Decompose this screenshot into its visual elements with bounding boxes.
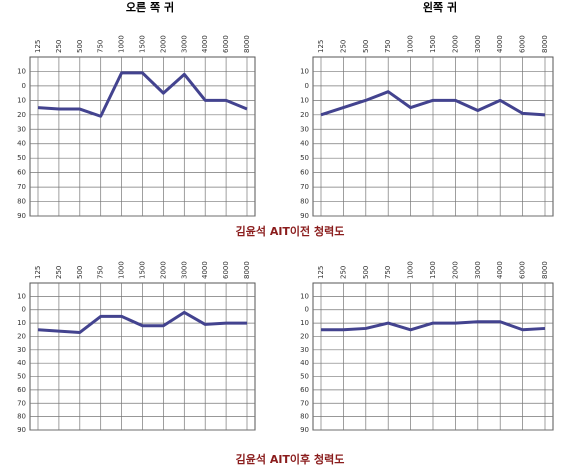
y-tick-label: 70: [300, 183, 309, 191]
x-tick-label: 250: [339, 40, 347, 53]
y-tick-label: 90: [300, 212, 309, 220]
y-tick-label: 60: [17, 386, 26, 394]
x-tick-label: 8000: [541, 261, 549, 279]
y-tick-label: 50: [300, 373, 309, 381]
y-tick-label: 20: [300, 332, 309, 340]
y-tick-label: 90: [300, 426, 309, 434]
x-tick-label: 750: [97, 266, 105, 279]
y-tick-label: 10: [17, 319, 26, 327]
x-tick-label: 4000: [496, 35, 504, 53]
x-tick-label: 3000: [474, 35, 482, 53]
y-tick-label: 80: [300, 198, 309, 206]
x-tick-label: 125: [317, 40, 325, 53]
y-tick-label: 70: [300, 399, 309, 407]
y-tick-label: 40: [300, 359, 309, 367]
hearing-line: [37, 310, 247, 334]
y-tick-label: 10: [17, 96, 26, 104]
y-tick-label: 10: [300, 319, 309, 327]
y-tick-label: 90: [17, 212, 26, 220]
x-tick-label: 125: [34, 40, 42, 53]
y-tick-label: 50: [17, 373, 26, 381]
y-tick-label: 40: [17, 359, 26, 367]
y-tick-label: 0: [305, 82, 309, 90]
y-tick-label: 10: [17, 292, 26, 300]
y-tick-label: 80: [17, 198, 26, 206]
y-tick-label: 80: [17, 413, 26, 421]
x-tick-label: 750: [97, 40, 105, 53]
x-tick-label: 2000: [451, 35, 459, 53]
x-tick-label: 1000: [407, 35, 415, 53]
x-tick-label: 2000: [159, 35, 167, 53]
y-tick-label: 20: [17, 111, 26, 119]
x-tick-label: 4000: [201, 35, 209, 53]
y-tick-label: 50: [300, 154, 309, 162]
x-tick-label: 125: [317, 266, 325, 279]
x-tick-label: 750: [384, 40, 392, 53]
x-tick-label: 250: [55, 40, 63, 53]
y-tick-label: 10: [300, 67, 309, 75]
x-tick-label: 500: [362, 266, 370, 279]
x-tick-label: 750: [384, 266, 392, 279]
y-tick-label: 20: [300, 111, 309, 119]
x-tick-label: 125: [34, 266, 42, 279]
y-tick-label: 80: [300, 413, 309, 421]
x-tick-label: 1500: [429, 35, 437, 53]
x-tick-label: 8000: [541, 35, 549, 53]
x-tick-label: 1000: [118, 35, 126, 53]
x-tick-label: 3000: [474, 261, 482, 279]
y-tick-label: 30: [17, 346, 26, 354]
x-tick-label: 8000: [243, 261, 251, 279]
caption: 김윤석 AIT이후 청력도: [236, 452, 345, 466]
x-tick-label: 500: [76, 40, 84, 53]
y-tick-label: 60: [300, 169, 309, 177]
chart-title: 왼쪽 귀: [423, 0, 457, 14]
x-tick-label: 1500: [139, 35, 147, 53]
hearing-line: [37, 71, 248, 118]
x-tick-label: 250: [55, 266, 63, 279]
hearing-line: [321, 320, 546, 332]
caption: 김윤석 AIT이전 청력도: [236, 224, 345, 238]
y-tick-label: 10: [17, 67, 26, 75]
x-tick-label: 2000: [159, 261, 167, 279]
y-tick-label: 50: [17, 154, 26, 162]
y-tick-label: 20: [17, 332, 26, 340]
y-tick-label: 40: [300, 140, 309, 148]
y-tick-label: 30: [300, 346, 309, 354]
y-tick-label: 10: [300, 96, 309, 104]
y-tick-label: 90: [17, 426, 26, 434]
x-tick-label: 6000: [222, 35, 230, 53]
y-tick-label: 70: [17, 399, 26, 407]
y-tick-label: 60: [17, 169, 26, 177]
y-tick-label: 40: [17, 140, 26, 148]
y-tick-label: 70: [17, 183, 26, 191]
x-tick-label: 500: [76, 266, 84, 279]
x-tick-label: 3000: [180, 35, 188, 53]
x-tick-label: 6000: [519, 261, 527, 279]
y-tick-label: 0: [22, 82, 26, 90]
y-tick-label: 0: [305, 306, 309, 314]
chart-title: 오른 쪽 귀: [126, 0, 174, 14]
y-tick-label: 30: [300, 125, 309, 133]
y-tick-label: 10: [300, 292, 309, 300]
x-tick-label: 3000: [180, 261, 188, 279]
hearing-line: [320, 90, 546, 117]
x-tick-label: 6000: [222, 261, 230, 279]
y-tick-label: 60: [300, 386, 309, 394]
x-tick-label: 1500: [429, 261, 437, 279]
y-tick-label: 30: [17, 125, 26, 133]
x-tick-label: 500: [362, 40, 370, 53]
x-tick-label: 4000: [496, 261, 504, 279]
y-tick-label: 0: [22, 306, 26, 314]
x-tick-label: 8000: [243, 35, 251, 53]
x-tick-label: 1500: [139, 261, 147, 279]
x-tick-label: 250: [339, 266, 347, 279]
x-tick-label: 6000: [519, 35, 527, 53]
x-tick-label: 2000: [451, 261, 459, 279]
x-tick-label: 1000: [118, 261, 126, 279]
x-tick-label: 1000: [407, 261, 415, 279]
x-tick-label: 4000: [201, 261, 209, 279]
